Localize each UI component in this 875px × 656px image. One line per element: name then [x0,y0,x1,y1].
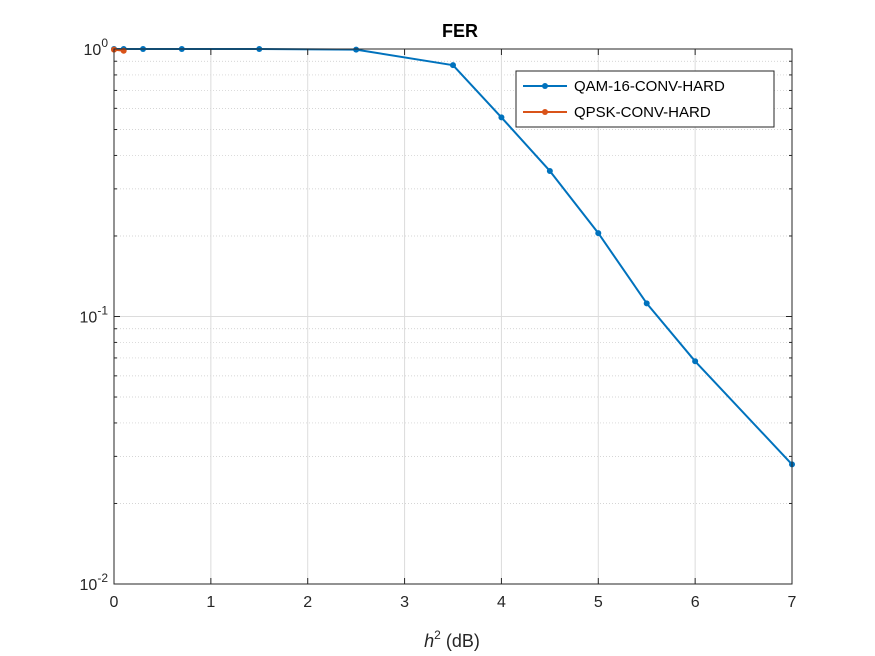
legend-box [515,70,775,128]
series-point-0 [546,167,553,174]
legend-marker-qpsk [542,109,548,115]
series-point-0 [353,46,360,53]
y-tick-label: 10-2 [80,571,109,594]
x-axis-label-superscript: 2 [434,628,441,642]
chart-title: FER [442,21,478,41]
legend-marker-qam16 [542,83,548,89]
axis-ticks [113,48,793,585]
y-tick-label-exponent: -1 [97,304,108,318]
y-tick-label: 100 [84,36,109,59]
x-tick-label: 7 [788,594,797,611]
x-tick-label: 2 [303,594,312,611]
y-tick-label-base: 10 [80,310,98,327]
y-tick-label-exponent: 0 [101,36,108,50]
x-tick-label: 6 [691,594,700,611]
x-axis-label-unit: (dB) [441,631,480,651]
x-tick-label: 4 [497,594,506,611]
x-tick-label: 0 [110,594,119,611]
series-point-0 [692,358,699,365]
y-tick-label-exponent: -2 [97,571,108,585]
x-tick-label: 5 [594,594,603,611]
series-point-0 [450,62,456,69]
legend-label-qpsk: QPSK-CONV-HARD [574,104,711,121]
series-point-0 [595,230,602,237]
series-point-0 [498,114,505,121]
legend: QAM-16-CONV-HARD QPSK-CONV-HARD [515,70,775,128]
y-tick-label-base: 10 [84,42,102,59]
y-tick-label: 10-1 [80,304,109,327]
x-tick-label: 3 [400,594,409,611]
x-axis-label-base: h [424,631,434,651]
legend-label-qam16: QAM-16-CONV-HARD [574,78,725,95]
x-tick-labels: 0 1 2 3 4 5 6 7 [110,594,797,611]
x-axis-label: h2 (dB) [424,628,480,651]
x-tick-label: 1 [206,594,215,611]
y-tick-label-base: 10 [80,577,98,594]
series-point-0 [643,300,650,307]
